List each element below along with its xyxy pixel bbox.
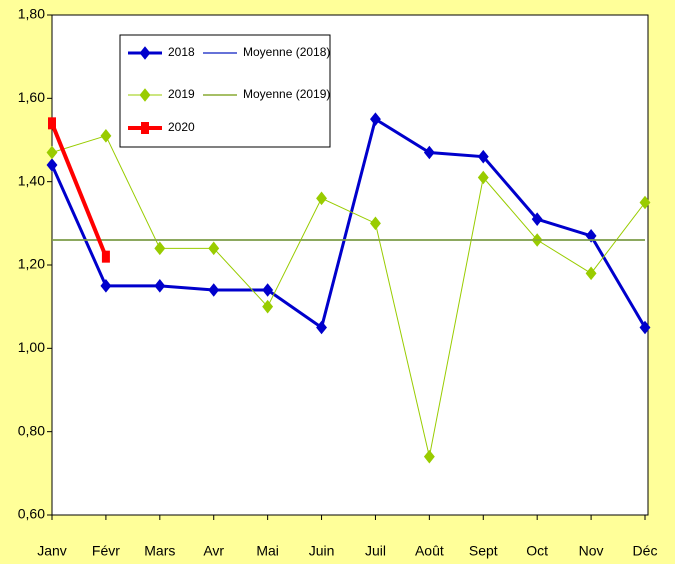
x-tick-label: Sept xyxy=(469,543,498,559)
series-line xyxy=(50,116,647,330)
data-point xyxy=(370,216,381,231)
y-tick-label: 1,20 xyxy=(18,256,45,272)
data-point xyxy=(316,320,327,335)
y-tick-label: 0,80 xyxy=(18,422,45,438)
y-tick-label: 1,60 xyxy=(18,89,45,105)
x-tick-label: Oct xyxy=(526,543,548,559)
data-point xyxy=(100,279,112,293)
x-tick-label: Avr xyxy=(203,543,224,559)
x-tick-label: Août xyxy=(415,543,444,559)
data-point xyxy=(100,129,112,143)
legend-marker xyxy=(139,46,151,60)
data-point xyxy=(477,170,489,185)
legend-label: 2019 xyxy=(168,87,195,101)
data-point xyxy=(46,158,58,172)
x-tick-label: Déc xyxy=(633,543,658,559)
data-point xyxy=(585,266,597,281)
data-point xyxy=(639,320,651,335)
data-point xyxy=(639,195,651,210)
data-point xyxy=(423,145,435,160)
data-point xyxy=(101,250,110,263)
y-tick-label: 1,80 xyxy=(18,6,45,22)
x-tick-label: Juin xyxy=(309,543,335,559)
legend-label: 2020 xyxy=(168,120,195,134)
y-tick-label: 0,60 xyxy=(18,506,45,522)
data-point xyxy=(262,299,274,314)
data-point xyxy=(316,191,327,206)
x-tick-label: Juil xyxy=(365,543,386,559)
x-tick-label: Févr xyxy=(92,543,120,559)
data-point xyxy=(46,145,58,160)
data-point xyxy=(154,241,166,256)
legend-marker xyxy=(141,122,149,134)
x-tick-label: Nov xyxy=(579,543,604,559)
data-point xyxy=(48,117,56,130)
series-line xyxy=(50,122,108,258)
x-tick-label: Mars xyxy=(144,543,175,559)
legend-marker xyxy=(139,88,151,102)
data-point xyxy=(423,449,435,464)
x-tick-label: Mai xyxy=(256,543,279,559)
series-line xyxy=(51,135,646,457)
data-point xyxy=(262,283,274,297)
data-point xyxy=(370,112,381,126)
data-point xyxy=(208,241,220,256)
legend-label: Moyenne (2019) xyxy=(243,87,330,101)
legend-label: Moyenne (2018) xyxy=(243,45,330,59)
data-point xyxy=(585,229,597,243)
data-point xyxy=(531,212,543,226)
legend: 2018 Moyenne (2018) 2019 Moyenne (2019) 2020 xyxy=(128,45,330,134)
data-point xyxy=(208,283,220,297)
y-tick-label: 1,40 xyxy=(18,172,45,188)
y-tick-label: 1,00 xyxy=(18,339,45,355)
data-point xyxy=(154,279,166,293)
legend-label: 2018 xyxy=(168,45,195,59)
data-point xyxy=(477,149,489,164)
x-tick-label: Janv xyxy=(37,543,67,559)
